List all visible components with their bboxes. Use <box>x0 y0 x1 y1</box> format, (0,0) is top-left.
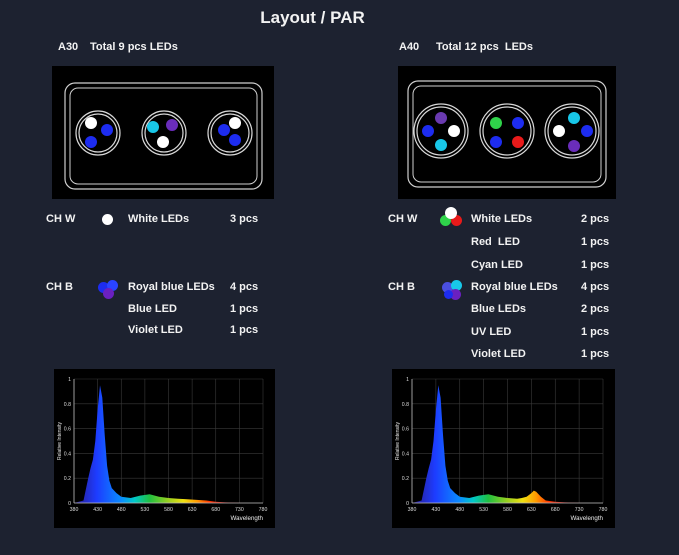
y-tick-label: 1 <box>68 377 71 383</box>
x-axis-label: Wavelength <box>231 515 264 522</box>
led-count: 2 pcs <box>581 213 610 225</box>
white-led-icon <box>102 214 113 225</box>
x-axis-label: Wavelength <box>571 515 604 522</box>
spectrum-chart-a40: 380 430 480 530 580 630 680 730 780 0 0.2 0.4 0.6 0.8… <box>392 369 615 528</box>
blue-leds-icon <box>98 280 120 302</box>
y-tick-label: 0 <box>406 501 409 507</box>
y-tick-label: 0.2 <box>64 476 71 482</box>
led-count: 3 pcs <box>230 213 259 225</box>
model-name-a40: A40 <box>399 41 420 53</box>
x-tick-label: 630 <box>188 507 197 513</box>
fixture-outline-a30 <box>64 82 263 190</box>
fixture-outline-a40 <box>407 80 607 188</box>
led-count: 2 pcs <box>581 303 610 315</box>
blue-uv-leds-icon <box>440 280 464 302</box>
led-count: 4 pcs <box>230 281 259 293</box>
y-tick-label: 0.8 <box>64 402 71 408</box>
led-cluster-a30-1 <box>85 117 113 148</box>
led-name: Red LED <box>471 236 520 248</box>
fixture-layout-a30 <box>52 66 274 199</box>
total-leds-a30: Total 9 pcs LEDs <box>90 41 178 53</box>
y-tick-label: 0 <box>68 501 71 507</box>
x-tick-label: 480 <box>455 507 464 513</box>
x-tick-label: 580 <box>164 507 173 513</box>
x-tick-label: 730 <box>575 507 584 513</box>
y-axis-label: Relative Intensity <box>57 421 63 460</box>
led-name: Royal blue LEDs <box>471 281 558 293</box>
x-tick-label: 630 <box>527 507 536 513</box>
x-tick-label: 780 <box>259 507 268 513</box>
y-tick-label: 0.8 <box>402 402 409 408</box>
x-tick-label: 530 <box>479 507 488 513</box>
led-count: 1 pcs <box>230 303 259 315</box>
y-tick-label: 0.2 <box>402 476 409 482</box>
fixture-layout-a40 <box>398 66 616 199</box>
spectrum-chart-a30: 380 430 480 530 580 630 680 730 780 0 0.2 0.4 0.6 0.8… <box>54 369 275 528</box>
y-axis-label: Relative Intensity <box>395 421 401 460</box>
spectrum-svg-a30: 380 430 480 530 580 630 680 730 780 0 0.2 0.4 0.6 0.8… <box>57 377 268 522</box>
x-tick-label: 380 <box>408 507 417 513</box>
model-name-a30: A30 <box>58 41 79 53</box>
spectrum-svg-a40: 380 430 480 530 580 630 680 730 780 0 0.2 0.4 0.6 0.8… <box>395 377 608 522</box>
led-cluster-a40-1 <box>422 112 460 151</box>
channel-label-w-a40: CH W <box>388 213 418 225</box>
led-name: Royal blue LEDs <box>128 281 215 293</box>
led-count: 1 pcs <box>581 236 610 248</box>
led-name: Blue LED <box>128 303 177 315</box>
x-tick-label: 430 <box>93 507 102 513</box>
spectrum-series <box>74 385 263 503</box>
y-tick-label: 0.6 <box>402 427 409 433</box>
spectrum-series <box>412 385 603 503</box>
led-name: UV LED <box>471 326 512 338</box>
x-tick-label: 480 <box>117 507 126 513</box>
channel-label-b-a30: CH B <box>46 281 73 293</box>
led-count: 1 pcs <box>581 259 610 271</box>
channel-label-b-a40: CH B <box>388 281 415 293</box>
led-cluster-a40-3 <box>553 112 593 152</box>
page-title: Layout / PAR <box>260 8 365 27</box>
x-tick-label: 680 <box>551 507 560 513</box>
led-name: Violet LED <box>128 324 183 336</box>
led-count: 4 pcs <box>581 281 610 293</box>
y-tick-label: 0.4 <box>402 451 409 457</box>
x-tick-label: 430 <box>432 507 441 513</box>
led-count: 1 pcs <box>230 324 259 336</box>
x-tick-label: 680 <box>211 507 220 513</box>
y-tick-label: 0.6 <box>64 427 71 433</box>
led-count: 1 pcs <box>581 348 610 360</box>
led-cluster-a40-2 <box>490 117 524 148</box>
x-tick-label: 580 <box>503 507 512 513</box>
led-name: Cyan LED <box>471 259 523 271</box>
led-name: Violet LED <box>471 348 526 360</box>
y-tick-label: 0.4 <box>64 451 71 457</box>
led-cluster-a30-3 <box>218 117 241 146</box>
led-name: White LEDs <box>128 213 190 225</box>
led-name: Blue LEDs <box>471 303 527 315</box>
led-name: White LEDs <box>471 213 533 225</box>
x-tick-label: 380 <box>70 507 79 513</box>
channel-label-w-a30: CH W <box>46 213 76 225</box>
y-tick-label: 1 <box>406 377 409 383</box>
x-tick-label: 730 <box>235 507 244 513</box>
white-red-green-leds-icon <box>440 207 464 229</box>
led-cluster-a30-2 <box>147 119 178 148</box>
led-count: 1 pcs <box>581 326 610 338</box>
x-tick-label: 780 <box>599 507 608 513</box>
total-leds-a40: Total 12 pcs LEDs <box>436 41 533 53</box>
x-tick-label: 530 <box>141 507 150 513</box>
